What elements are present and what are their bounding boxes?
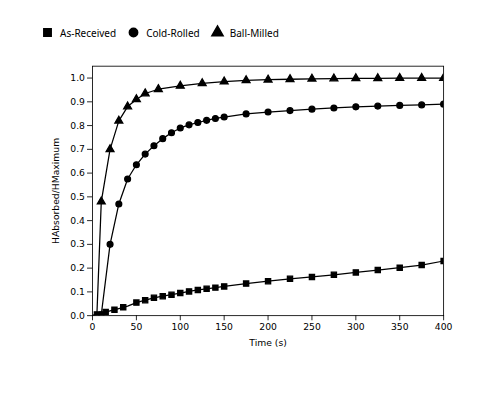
- svg-text:0.5: 0.5: [70, 191, 85, 202]
- svg-text:0: 0: [90, 321, 96, 332]
- svg-text:200: 200: [259, 321, 277, 332]
- svg-text:0.7: 0.7: [70, 143, 85, 154]
- svg-text:350: 350: [391, 321, 409, 332]
- svg-text:0.8: 0.8: [70, 120, 85, 131]
- svg-text:50: 50: [131, 321, 143, 332]
- svg-text:HAbsorbed/HMaximum: HAbsorbed/HMaximum: [50, 138, 61, 244]
- svg-text:1.0: 1.0: [70, 72, 85, 83]
- svg-text:0.6: 0.6: [70, 167, 85, 178]
- svg-text:0.9: 0.9: [70, 96, 85, 107]
- svg-text:300: 300: [347, 321, 365, 332]
- svg-text:400: 400: [435, 321, 453, 332]
- svg-text:Time (s): Time (s): [248, 337, 287, 348]
- svg-text:250: 250: [303, 321, 321, 332]
- html-text:Cold-Rolled: Cold-Rolled: [146, 25, 200, 40]
- svg-text:0.1: 0.1: [70, 286, 85, 297]
- html-text:Ball-Milled: Ball-Milled: [229, 25, 279, 40]
- svg-text:100: 100: [171, 321, 189, 332]
- svg-text:0.0: 0.0: [70, 310, 85, 321]
- svg-text:0.3: 0.3: [70, 238, 85, 249]
- svg-text:150: 150: [215, 321, 233, 332]
- html-text:As-Received: As-Received: [60, 25, 117, 40]
- svg-text:0.2: 0.2: [70, 262, 85, 273]
- svg-text:0.4: 0.4: [70, 215, 85, 226]
